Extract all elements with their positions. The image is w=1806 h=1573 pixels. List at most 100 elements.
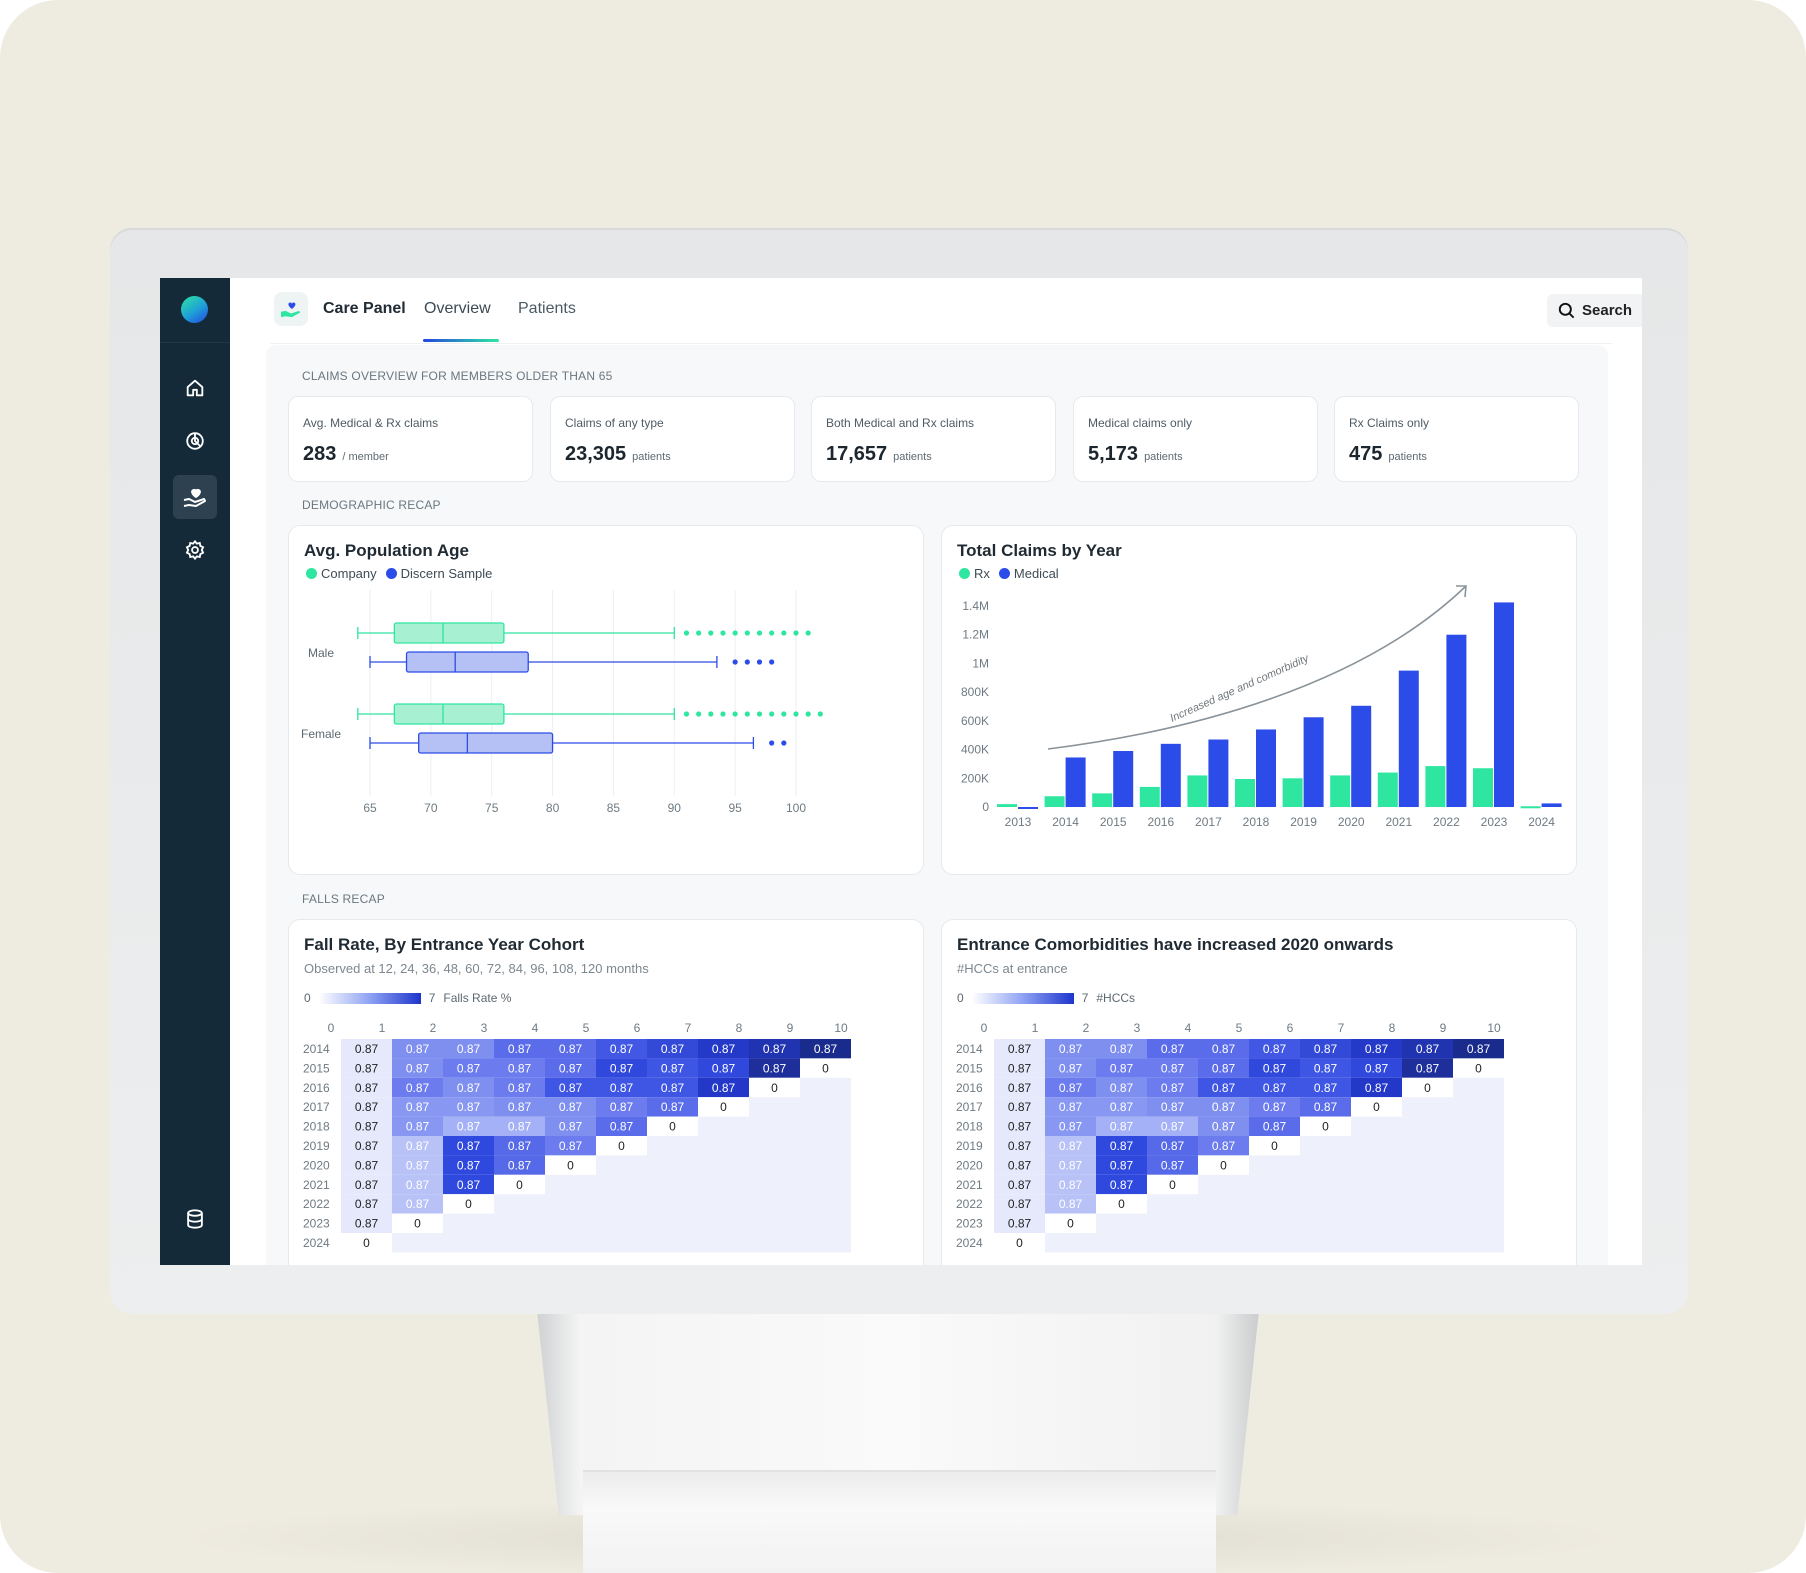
heatmap-cell [443,1116,494,1136]
heatmap-cell [994,1194,1045,1214]
cell-value: 0 [1067,1217,1074,1231]
heatmap-cell [392,1039,443,1059]
row-label: 2018 [956,1120,983,1134]
heatmap-cell [749,1174,800,1195]
heatmap-cell [596,1116,647,1136]
heatmap-cell [1300,1174,1351,1195]
row-label: 2018 [303,1120,330,1134]
sidebar-item-analytics[interactable] [173,419,217,463]
cell-value: 0 [363,1236,370,1250]
heatmap-cell [1402,1097,1453,1117]
heatmap-cell [1402,1155,1453,1175]
heatmap-cell [1045,1233,1096,1253]
heatmap-cell [1096,1213,1147,1233]
heatmap-cell [647,1058,698,1078]
sidebar-item-data[interactable] [173,1197,217,1241]
heatmap-cell [1351,1233,1402,1253]
tab-overview[interactable]: Overview [424,300,491,317]
sidebar-item-home[interactable] [173,366,217,410]
legend-item-rx: Rx [959,566,990,581]
cell-value: 0.87 [1059,1042,1083,1056]
bar-medical [1065,757,1086,807]
stat-card: Medical claims only 5,173 patients [1073,396,1318,482]
outlier-point [720,711,726,717]
column-label: 0 [328,1021,335,1035]
outlier-point [696,711,702,717]
cell-value: 0.87 [1263,1120,1287,1134]
cell-value: 0 [414,1217,421,1231]
legend-swatch [998,568,1010,579]
outlier-point [708,711,714,717]
heatmap-cell [443,1233,494,1253]
x-tick-label: 65 [363,801,377,815]
brand-logo[interactable] [181,296,208,323]
bar-rx [1282,778,1303,807]
sidebar-item-settings[interactable] [173,528,217,572]
tab-patients[interactable]: Patients [518,300,576,317]
y-tick-label: 600K [961,714,989,728]
cell-value: 0.87 [1161,1139,1185,1153]
sidebar-item-care[interactable] [173,475,217,519]
x-tick-label: 2016 [1147,815,1174,829]
search-button[interactable]: Search [1547,294,1642,327]
cell-value: 0.87 [1008,1158,1032,1172]
heatmap-cell [1198,1058,1249,1078]
cell-value: 0.87 [1212,1081,1236,1095]
heatmap-cell [647,1136,698,1156]
heatmap-cell [1453,1039,1504,1059]
heatmap-cell [596,1097,647,1117]
heatmap-title: Entrance Comorbidities have increased 20… [957,935,1394,954]
row-label: 2016 [956,1081,983,1095]
heatmap-cell [596,1136,647,1156]
heatmap-cell [1147,1077,1198,1098]
outlier-point [756,630,763,636]
heatmap-cell [1300,1039,1351,1059]
outlier-point [769,711,775,717]
cell-value: 0.87 [1110,1139,1134,1153]
cell-value: 0 [1424,1081,1431,1095]
heatmap-cell [392,1194,443,1214]
outlier-point [817,711,823,717]
stat-unit: patients [1144,451,1183,463]
heatmap-cell [698,1136,749,1156]
heatmap-cell [1351,1116,1402,1136]
heatmap-cell [1402,1039,1453,1059]
heatmap-cell [1045,1194,1096,1214]
heatmap-cell [1147,1194,1198,1214]
cell-value: 0 [720,1100,727,1114]
heatmap-cell [545,1213,596,1233]
row-label: 2024 [956,1236,983,1250]
chart-legend: Rx Medical [959,566,1068,581]
x-tick-label: 75 [485,801,499,815]
cell-value: 0.87 [559,1081,583,1095]
cell-value: 0 [822,1061,829,1075]
heatmap-cell [1300,1116,1351,1136]
heatmap-cell [1198,1039,1249,1059]
heatmap-cell [1096,1155,1147,1175]
cell-value: 0.87 [1212,1042,1236,1056]
x-tick-label: 2022 [1433,815,1460,829]
age-boxplot-chart: 65 70 75 80 85 90 95 100 Male Female [301,590,823,815]
cell-value: 0.87 [457,1120,481,1134]
cell-value: 0.87 [1212,1139,1236,1153]
cell-value: 0 [618,1139,625,1153]
heatmap-cell [443,1058,494,1078]
cell-value: 0.87 [814,1042,838,1056]
heatmap-cell [647,1233,698,1253]
column-label: 4 [1185,1021,1192,1035]
cell-value: 0.87 [1110,1120,1134,1134]
cell-value: 0.87 [406,1178,430,1192]
cell-value: 0.87 [1059,1100,1083,1114]
heatmap-cell [494,1213,545,1233]
care-hand-icon [183,488,206,507]
cell-value: 0.87 [1008,1042,1032,1056]
heatmap-cell [341,1155,392,1175]
sidebar [160,278,230,1265]
heatmap-cell [494,1077,545,1098]
bar-rx [1330,775,1351,807]
heatmap-cell [1198,1097,1249,1117]
cell-value: 0.87 [457,1100,481,1114]
cell-value: 0.87 [355,1042,379,1056]
legend-swatch [959,568,970,579]
heatmap-cell [392,1116,443,1136]
